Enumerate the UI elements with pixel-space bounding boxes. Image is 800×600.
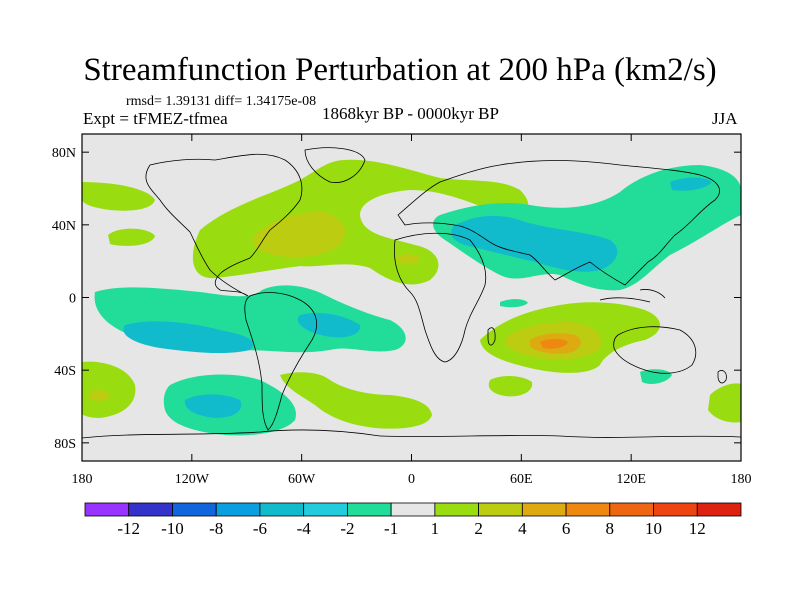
x-tick-label: 60W <box>288 472 316 487</box>
chart-title: Streamfunction Perturbation at 200 hPa (… <box>83 52 717 88</box>
colorbar-swatch <box>84 502 130 517</box>
colorbar-swatch <box>696 502 742 517</box>
x-tick-label: 120E <box>616 472 646 487</box>
colorbar-swatch <box>215 502 261 517</box>
colorbar-swatch <box>478 502 523 517</box>
contour-region-north-atlantic-core <box>253 211 345 258</box>
contour-region-asia-core <box>451 215 618 272</box>
colorbar-label: 8 <box>606 519 615 538</box>
coastline-europe-asia <box>397 160 720 286</box>
colorbar-swatch <box>565 502 611 517</box>
coastline-antarctica <box>82 429 741 439</box>
colorbar-label: 2 <box>474 519 483 538</box>
colorbar-swatch <box>434 502 480 517</box>
contour-region-south-indian-peak <box>540 339 568 349</box>
colorbar-label: -10 <box>161 519 184 538</box>
colorbar-swatch <box>303 502 348 517</box>
colorbar-swatch <box>346 502 392 517</box>
colorbar: -12 -10 -8 -6 -4 -2 -1 1 2 4 6 8 10 12 <box>84 502 742 538</box>
contour-region-south-atlantic-core <box>297 313 361 338</box>
y-tick-label: 80S <box>54 437 76 452</box>
y-tick-label: 40N <box>52 219 76 234</box>
colorbar-label: -8 <box>209 519 223 538</box>
x-tick-label: 180 <box>72 472 93 487</box>
axis-ticks: 180 120W 60W 0 60E 120E 180 80N 40N 0 40S 80S <box>52 134 752 487</box>
x-tick-label: 120W <box>175 472 210 487</box>
contour-region-north-pacific-core <box>670 177 712 191</box>
colorbar-label: -6 <box>253 519 267 538</box>
coastline-africa <box>393 232 487 363</box>
contour-region-southern-ocean-core <box>184 394 242 418</box>
colorbar-label: -1 <box>384 519 398 538</box>
coastline-indonesia <box>599 289 666 303</box>
colorbar-label: 6 <box>562 519 571 538</box>
contour-region-south-pacific-west-positive <box>82 361 136 418</box>
period-label: 1868kyr BP - 0000kyr BP <box>322 104 499 123</box>
coastline-new-zealand <box>717 370 727 384</box>
y-tick-label: 40S <box>54 364 76 379</box>
contour-region-pacific-small <box>108 228 155 246</box>
x-tick-label: 180 <box>731 472 752 487</box>
coastline-australia <box>613 326 697 374</box>
contour-region-southern-africa-positive <box>488 376 533 397</box>
contour-region-australia-south-positive <box>708 383 741 423</box>
contour-region-north-america-west <box>82 182 155 211</box>
colorbar-label: -2 <box>340 519 354 538</box>
colorbar-swatch <box>653 502 698 517</box>
coastline-greenland <box>304 147 366 183</box>
colorbar-swatch <box>390 502 436 517</box>
contour-region-asia-negative <box>433 165 741 291</box>
season-label: JJA <box>712 109 738 128</box>
colorbar-swatch <box>128 502 173 517</box>
coastline-north-america <box>145 153 303 297</box>
x-tick-label: 60E <box>510 472 533 487</box>
colorbar-label: 12 <box>689 519 706 538</box>
coastlines <box>82 147 741 439</box>
contour-region-west-africa-small <box>397 254 420 265</box>
y-tick-label: 80N <box>52 146 76 161</box>
colorbar-label: 10 <box>645 519 662 538</box>
colorbar-swatch <box>172 502 217 517</box>
coastline-south-america <box>244 292 317 431</box>
experiment-label: Expt = tFMEZ-tfmea <box>83 109 228 128</box>
colorbar-swatch <box>609 502 654 517</box>
y-tick-label: 0 <box>69 292 76 307</box>
contour-region-south-atlantic-positive <box>280 372 432 429</box>
contour-fills <box>82 159 741 436</box>
contour-region-indian-small-negative <box>500 299 528 308</box>
contour-region-south-pacific-core <box>123 321 254 354</box>
colorbar-swatch <box>259 502 305 517</box>
contour-region-south-pacific-west-core <box>90 389 110 401</box>
colorbar-label: 4 <box>518 519 527 538</box>
colorbar-swatch <box>521 502 567 517</box>
colorbar-label: 1 <box>431 519 440 538</box>
colorbar-label: -12 <box>117 519 140 538</box>
stats-label: rmsd= 1.39131 diff= 1.34175e-08 <box>126 94 317 109</box>
coastline-madagascar <box>487 327 496 346</box>
colorbar-label: -4 <box>297 519 312 538</box>
x-tick-label: 0 <box>408 472 415 487</box>
